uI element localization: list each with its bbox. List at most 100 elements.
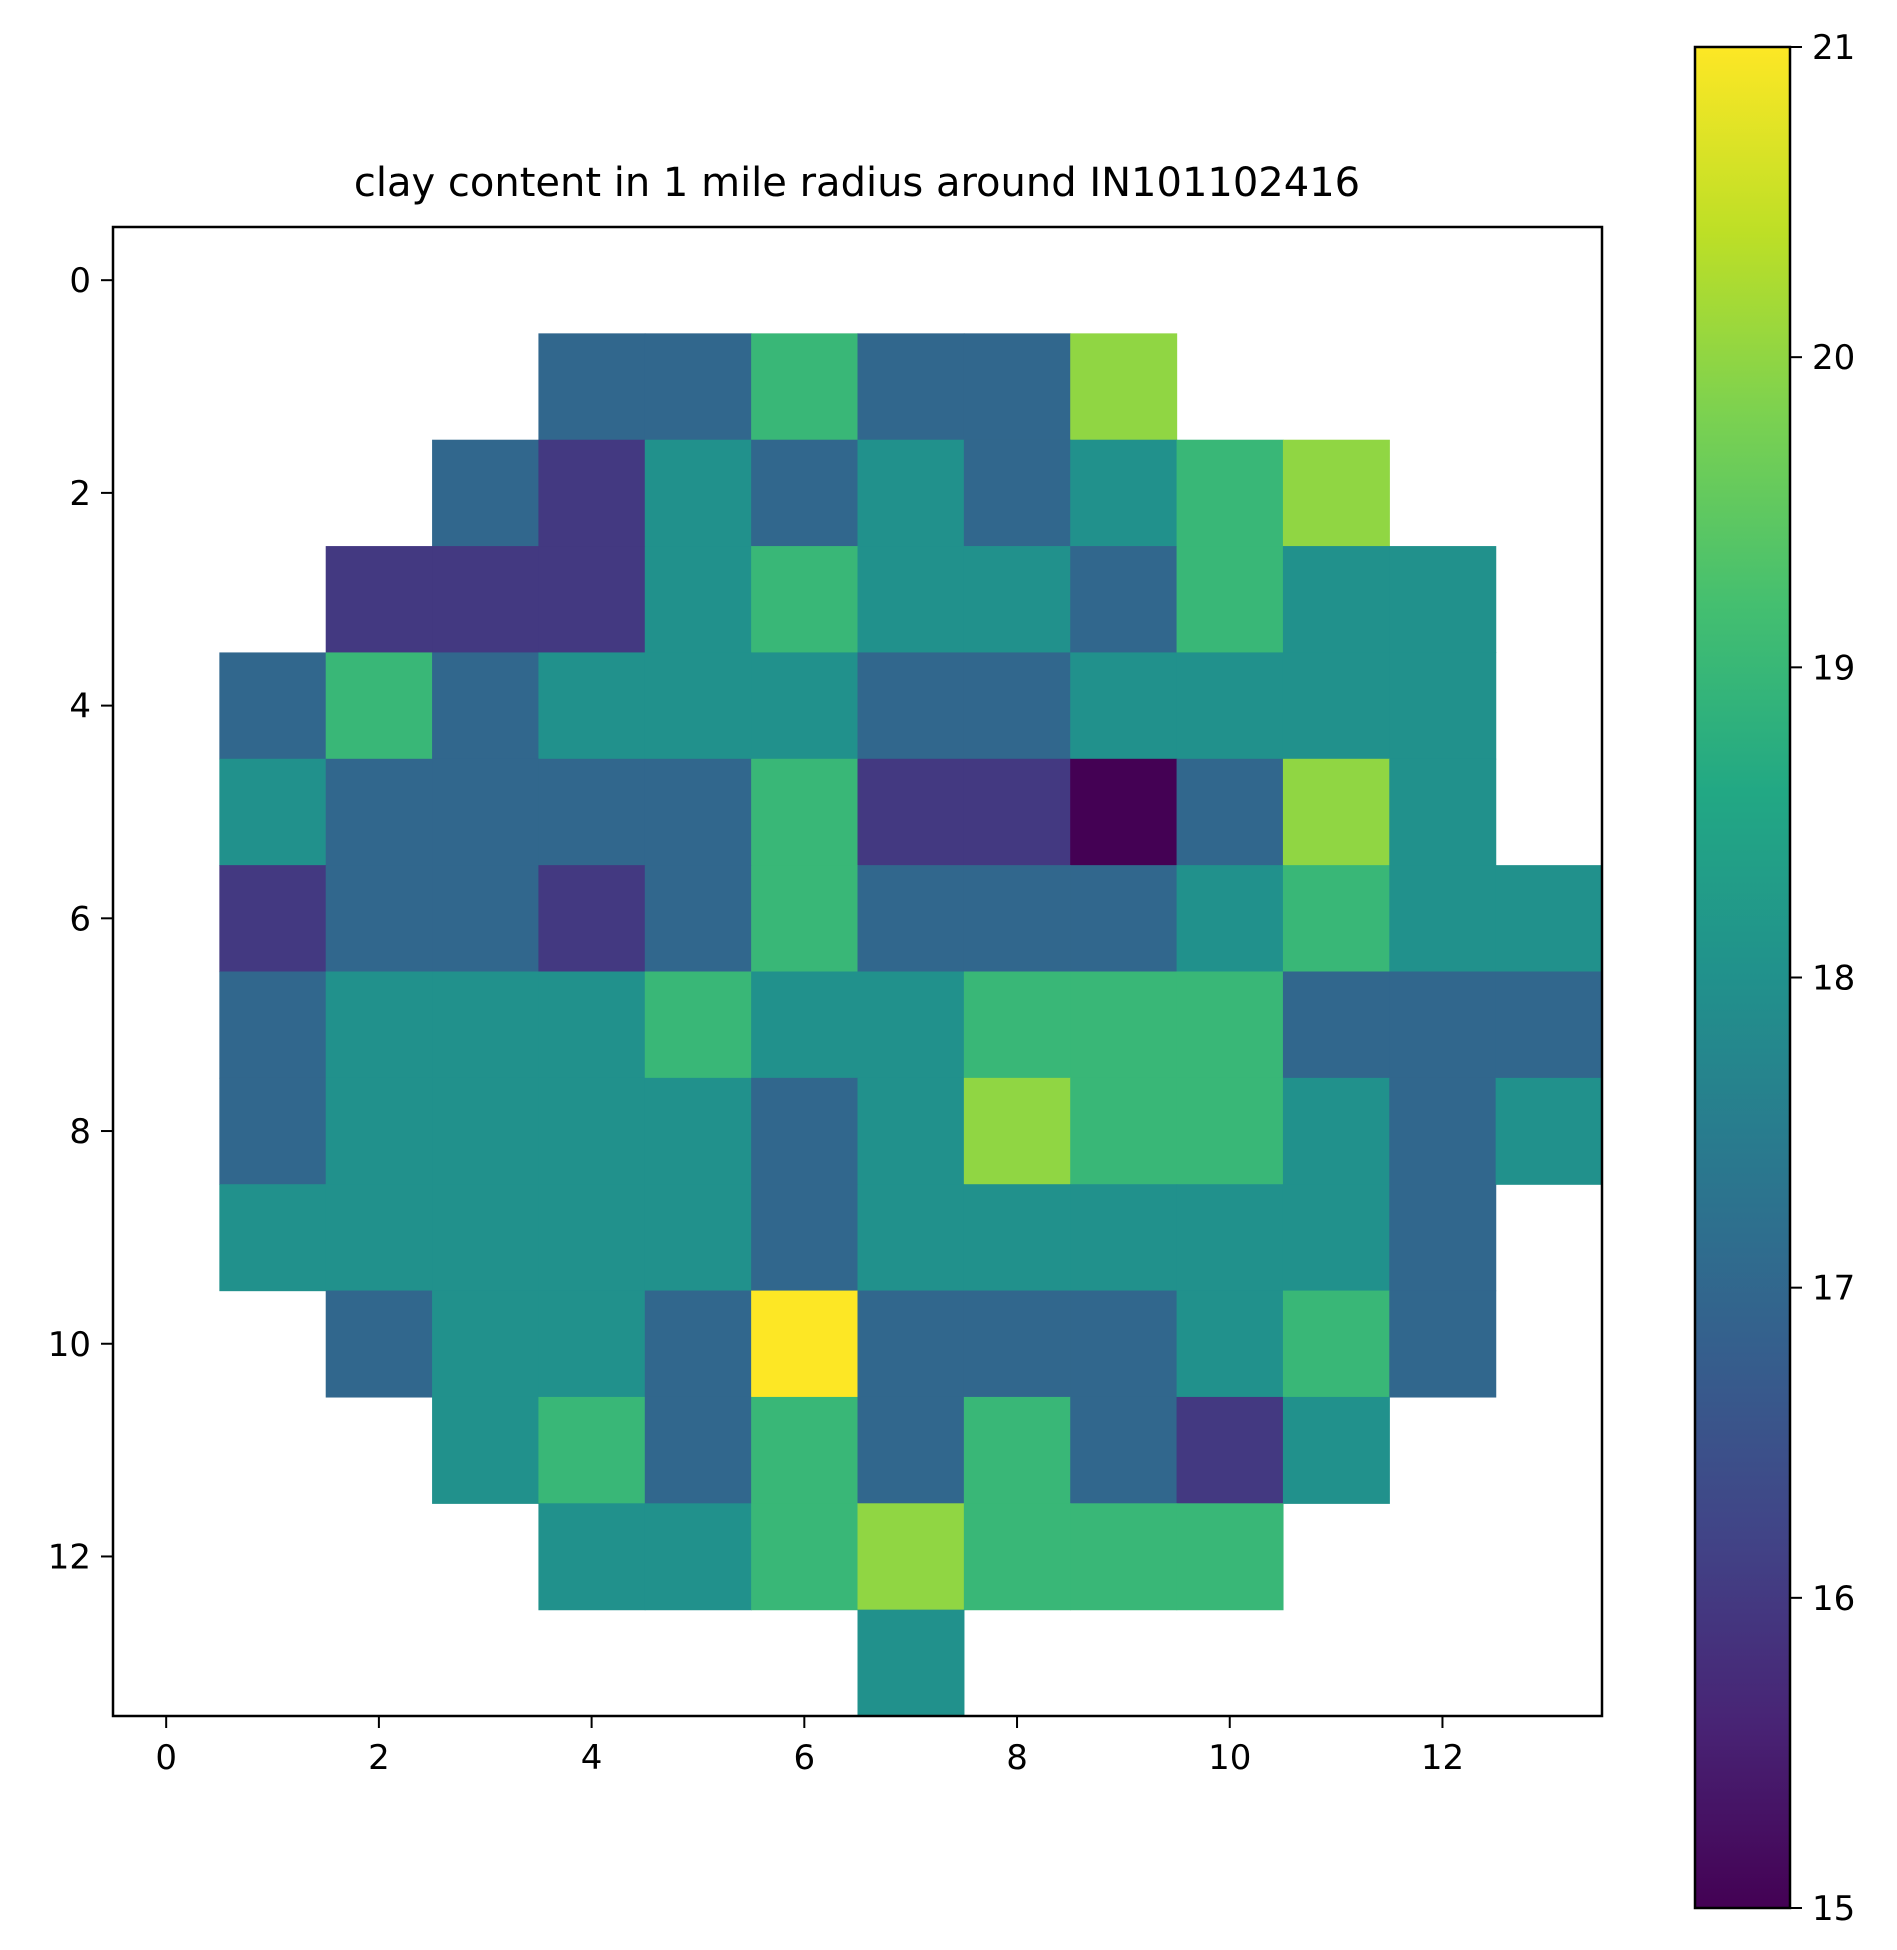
heatmap-cell: [1495, 865, 1603, 973]
heatmap-cell: [1176, 1184, 1284, 1292]
heatmap-cell: [644, 971, 752, 1079]
heatmap-cell: [538, 546, 646, 654]
heatmap-cell: [1389, 546, 1497, 654]
heatmap-cell: [432, 971, 540, 1079]
heatmap-cell: [751, 758, 859, 866]
y-tick-label: 6: [69, 899, 91, 939]
heatmap-cell: [644, 1503, 752, 1611]
heatmap-cell: [1389, 652, 1497, 760]
heatmap-cell: [432, 865, 540, 973]
heatmap-cell: [1389, 758, 1497, 866]
heatmap-cell: [325, 971, 433, 1079]
heatmap-cell: [1282, 652, 1390, 760]
heatmap-cell: [1282, 865, 1390, 973]
heatmap-cell: [751, 333, 859, 441]
heatmap-cell: [751, 971, 859, 1079]
colorbar-tick-label: 18: [1812, 959, 1855, 999]
x-tick-label: 8: [1006, 1738, 1028, 1778]
heatmap-cell: [751, 439, 859, 547]
heatmap-cell: [1070, 1184, 1178, 1292]
x-tick-label: 4: [581, 1738, 603, 1778]
heatmap-cell: [857, 1396, 965, 1504]
heatmap-cell: [1176, 865, 1284, 973]
heatmap-cell: [644, 1077, 752, 1185]
heatmap-cell: [857, 1290, 965, 1398]
heatmap-cell: [432, 1184, 540, 1292]
heatmap-cell: [1495, 1077, 1603, 1185]
heatmap-cell: [644, 1184, 752, 1292]
heatmap-cell: [538, 1290, 646, 1398]
heatmap-cell: [1176, 1290, 1284, 1398]
heatmap-cell: [963, 1290, 1071, 1398]
heatmap-cell: [857, 1184, 965, 1292]
heatmap-cell: [1070, 546, 1178, 654]
heatmap-cell: [325, 1290, 433, 1398]
heatmap-cell: [1176, 439, 1284, 547]
heatmap-cells: [219, 333, 1603, 1717]
heatmap-cell: [538, 758, 646, 866]
heatmap-cell: [963, 1503, 1071, 1611]
heatmap-cell: [1176, 652, 1284, 760]
heatmap-cell: [963, 333, 1071, 441]
heatmap-cell: [432, 652, 540, 760]
x-tick-label: 2: [368, 1738, 390, 1778]
heatmap-cell: [1070, 1396, 1178, 1504]
heatmap-cell: [219, 652, 327, 760]
heatmap-cell: [538, 1077, 646, 1185]
heatmap-cell: [325, 865, 433, 973]
heatmap-cell: [1176, 1077, 1284, 1185]
heatmap-cell: [751, 865, 859, 973]
heatmap-cell: [219, 1184, 327, 1292]
heatmap-cell: [1070, 1077, 1178, 1185]
heatmap-cell: [1070, 652, 1178, 760]
heatmap-cell: [644, 1396, 752, 1504]
heatmap-cell: [219, 1077, 327, 1185]
heatmap-cell: [1282, 439, 1390, 547]
heatmap-cell: [751, 652, 859, 760]
x-tick-label: 0: [155, 1738, 177, 1778]
heatmap-cell: [325, 652, 433, 760]
heatmap-cell: [751, 1184, 859, 1292]
heatmap-cell: [644, 1290, 752, 1398]
heatmap-cell: [538, 1396, 646, 1504]
heatmap-cell: [963, 758, 1071, 866]
heatmap-cell: [325, 1184, 433, 1292]
heatmap-cell: [219, 758, 327, 866]
heatmap-cell: [857, 758, 965, 866]
heatmap-cell: [751, 1503, 859, 1611]
heatmap-cell: [538, 865, 646, 973]
heatmap-cell: [1176, 1396, 1284, 1504]
heatmap-cell: [432, 1396, 540, 1504]
colorbar-tick-label: 17: [1812, 1269, 1855, 1309]
heatmap-cell: [538, 652, 646, 760]
heatmap-cell: [538, 971, 646, 1079]
y-tick-label: 2: [69, 474, 91, 514]
x-tick-label: 6: [794, 1738, 816, 1778]
colorbar-tick-label: 20: [1812, 338, 1855, 378]
heatmap-cell: [963, 652, 1071, 760]
heatmap-cell: [963, 1184, 1071, 1292]
x-axis: 0 2 4 6 8 10 12: [155, 1716, 1464, 1778]
heatmap-cell: [432, 758, 540, 866]
colorbar-tick-label: 16: [1812, 1579, 1855, 1619]
heatmap-cell: [857, 971, 965, 1079]
heatmap-cell: [219, 865, 327, 973]
heatmap-cell: [644, 758, 752, 866]
heatmap-cell: [644, 865, 752, 973]
heatmap-cell: [963, 1077, 1071, 1185]
heatmap-cell: [1070, 1290, 1178, 1398]
heatmap-cell: [857, 1077, 965, 1185]
colorbar-tick-label: 19: [1812, 648, 1855, 688]
heatmap-cell: [538, 1503, 646, 1611]
colorbar-ticks: 15 16 17 18 19 20 21: [1790, 28, 1855, 1929]
heatmap-cell: [963, 546, 1071, 654]
heatmap-cell: [1282, 1396, 1390, 1504]
heatmap-cell: [1282, 1184, 1390, 1292]
heatmap-cell: [1282, 971, 1390, 1079]
heatmap-cell: [538, 333, 646, 441]
heatmap-cell: [432, 1290, 540, 1398]
y-tick-label: 10: [48, 1325, 91, 1365]
heatmap-cell: [1495, 971, 1603, 1079]
heatmap-cell: [1070, 333, 1178, 441]
